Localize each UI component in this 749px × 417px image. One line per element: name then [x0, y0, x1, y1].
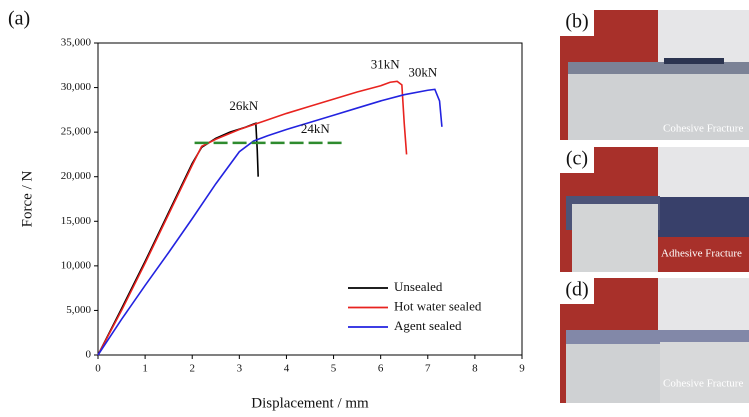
plate	[566, 344, 660, 403]
plate	[658, 10, 749, 66]
x-axis-title: Displacement / mm	[251, 395, 369, 411]
y-tick-label: 25,000	[61, 126, 92, 138]
x-tick-label: 3	[237, 363, 243, 375]
x-tick-label: 9	[519, 363, 525, 375]
annotation: 31kN	[371, 56, 401, 71]
label-box	[560, 147, 594, 173]
plate	[658, 278, 749, 330]
plate	[660, 342, 749, 403]
x-tick-label: 8	[472, 363, 478, 375]
series-line	[97, 88, 443, 356]
annotation: 26kN	[229, 98, 259, 113]
series-line	[97, 80, 408, 356]
legend-label: Agent sealed	[394, 318, 462, 333]
y-axis-title: Force / N	[19, 171, 35, 228]
y-tick-label: 20,000	[61, 170, 92, 182]
x-tick-label: 6	[378, 363, 384, 375]
x-tick-label: 7	[425, 363, 431, 375]
panel-label: (c)	[566, 148, 588, 170]
label-box	[560, 278, 594, 304]
label-box	[560, 10, 594, 36]
y-tick-label: 0	[86, 349, 92, 361]
x-tick-label: 4	[284, 363, 290, 375]
panel-caption: Adhesive Fracture	[661, 248, 742, 260]
plate	[568, 66, 749, 140]
x-tick-label: 5	[331, 363, 337, 375]
y-tick-label: 10,000	[61, 259, 92, 271]
annotation: 30kN	[408, 64, 438, 79]
legend-label: Hot water sealed	[394, 298, 482, 313]
adhesive	[658, 197, 749, 237]
photo-panel: (d) Cohesive Fracture	[560, 278, 749, 403]
y-tick-label: 30,000	[61, 81, 92, 93]
panel-label: (b)	[565, 11, 588, 33]
y-tick-label: 15,000	[61, 215, 92, 227]
x-tick-label: 2	[189, 363, 195, 375]
plate	[572, 204, 658, 272]
photo-panel: (b) Cohesive Fracture	[560, 10, 749, 140]
x-tick-label: 1	[142, 363, 148, 375]
y-tick-label: 35,000	[61, 37, 92, 49]
y-tick-label: 5,000	[66, 304, 91, 316]
panel-caption: Cohesive Fracture	[663, 378, 743, 390]
x-tick-label: 0	[95, 363, 101, 375]
legend-label: Unsealed	[394, 279, 443, 294]
plate	[658, 147, 749, 197]
panel-label: (d)	[565, 279, 588, 301]
adhesive	[568, 62, 749, 74]
plot-frame	[97, 42, 523, 356]
figure-label: (a)	[8, 8, 30, 30]
photo-panel: (c) Adhesive Fracture	[560, 147, 749, 272]
panel-caption: Cohesive Fracture	[663, 123, 743, 135]
adhesive	[664, 58, 724, 64]
annotation: 24kN	[301, 121, 331, 136]
